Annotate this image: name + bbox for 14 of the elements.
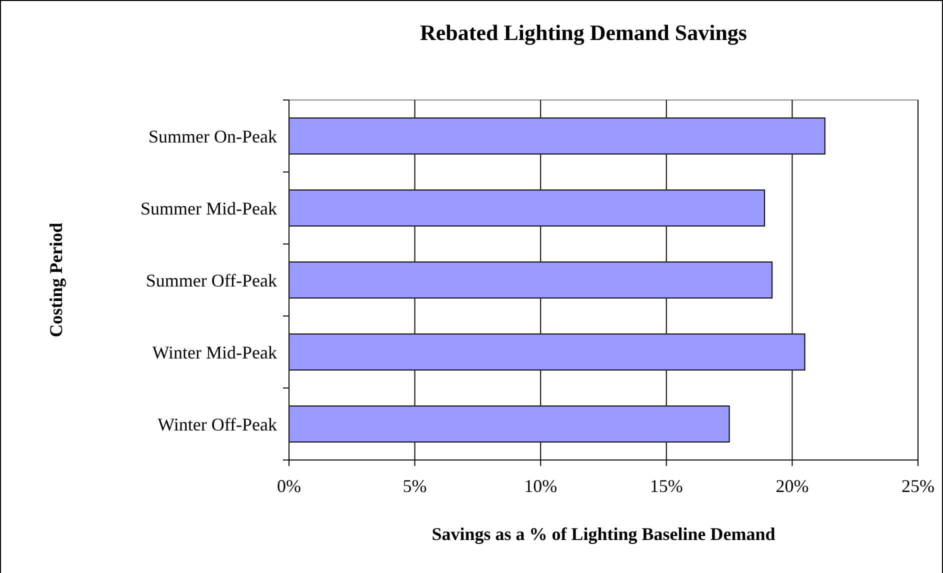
y-tick-label: Winter Mid-Peak: [152, 342, 277, 362]
x-tick-label: 20%: [776, 476, 809, 496]
x-tick-label: 25%: [902, 476, 934, 496]
y-tick-label: Summer Mid-Peak: [140, 198, 277, 218]
chart-title: Rebated Lighting Demand Savings: [420, 20, 748, 45]
x-tick-label: 10%: [524, 476, 558, 496]
y-tick-label: Winter Off-Peak: [158, 414, 277, 434]
x-axis-title: Savings as a % of Lighting Baseline Demand: [432, 524, 776, 544]
x-tick-label: 5%: [402, 476, 427, 496]
y-tick-label: Summer Off-Peak: [146, 270, 277, 290]
y-tick-label: Summer On-Peak: [148, 126, 277, 146]
y-axis-title: Costing Period: [46, 222, 66, 338]
x-tick-label: 0%: [277, 476, 301, 496]
x-tick-label: 15%: [650, 476, 683, 496]
